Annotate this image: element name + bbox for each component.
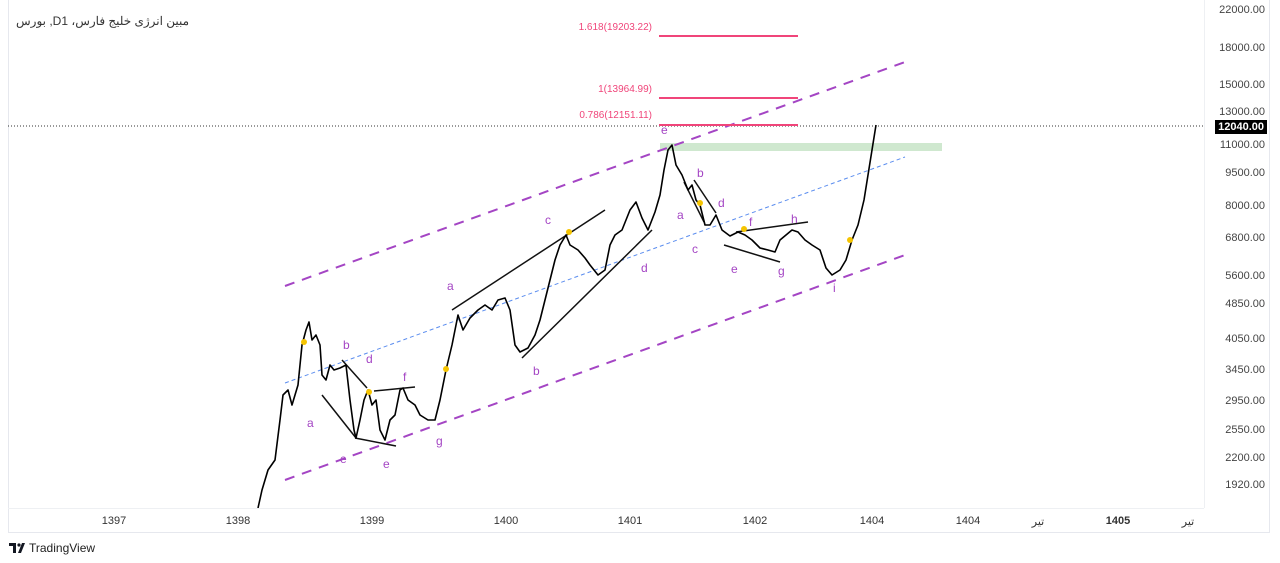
price-tick: 2550.00 — [1225, 424, 1265, 436]
markers — [301, 200, 853, 395]
brand-name: TradingView — [29, 541, 96, 555]
svg-text:e: e — [383, 457, 390, 471]
time-tick: تیر — [1031, 516, 1045, 528]
time-tick: 1404 — [859, 515, 885, 527]
price-tick: 4850.00 — [1225, 298, 1265, 310]
price-tick: 11000.00 — [1219, 139, 1265, 151]
svg-text:b: b — [533, 364, 540, 378]
time-tick: 1405 — [1105, 515, 1131, 527]
svg-text:f: f — [749, 215, 753, 229]
svg-text:h: h — [791, 212, 798, 226]
price-tick: 1920.00 — [1225, 479, 1265, 491]
time-tick: 1398 — [225, 515, 251, 527]
svg-text:e: e — [661, 123, 668, 137]
svg-text:e: e — [340, 452, 347, 466]
price-tick: 15000.00 — [1219, 79, 1265, 91]
tradingview-icon — [9, 543, 25, 553]
svg-text:g: g — [778, 264, 785, 278]
time-tick: تیر — [1181, 516, 1195, 528]
price-tick: 5600.00 — [1225, 270, 1265, 282]
price-tick: 6800.00 — [1225, 232, 1265, 244]
price-tick: 3450.00 — [1225, 364, 1265, 376]
chart-frame[interactable] — [8, 0, 1270, 533]
svg-text:c: c — [692, 242, 698, 256]
svg-text:c: c — [545, 213, 551, 227]
svg-text:b: b — [343, 338, 350, 352]
svg-text:d: d — [641, 261, 648, 275]
time-axis[interactable]: 1397 1398 1399 1400 1401 1402 1404 1404 … — [8, 508, 1204, 533]
svg-text:d: d — [366, 352, 373, 366]
svg-text:e: e — [731, 262, 738, 276]
price-line[interactable] — [257, 124, 877, 508]
price-tick: 4050.00 — [1225, 333, 1265, 345]
svg-text:a: a — [447, 279, 454, 293]
time-tick: 1397 — [101, 515, 127, 527]
svg-text:a: a — [677, 208, 684, 222]
price-tick: 2950.00 — [1225, 395, 1265, 407]
svg-text:d: d — [718, 196, 725, 210]
svg-text:f: f — [403, 370, 407, 384]
wave-labels: a b d e e f g a b c d e a b c d e f g h … — [307, 123, 836, 471]
trendlines[interactable] — [321, 179, 809, 447]
svg-text:b: b — [697, 166, 704, 180]
fib-label: 1.618(19203.22) — [579, 22, 652, 33]
price-tick: 9500.00 — [1225, 167, 1265, 179]
channel-upper[interactable] — [284, 61, 906, 287]
chart-canvas[interactable]: 1.618(19203.22) 1(13964.99) 0.786(12151.… — [0, 0, 1204, 508]
svg-text:i: i — [833, 281, 836, 295]
support-zone[interactable] — [660, 143, 942, 151]
svg-text:a: a — [307, 416, 314, 430]
price-tick: 8000.00 — [1225, 200, 1265, 212]
fib-label: 1(13964.99) — [598, 84, 652, 95]
fib-extension[interactable] — [659, 35, 798, 126]
time-tick: 1400 — [493, 515, 519, 527]
price-axis[interactable]: 22000.00 18000.00 15000.00 13000.00 1100… — [1204, 0, 1271, 508]
time-tick: 1402 — [742, 515, 768, 527]
time-tick: 1404 — [955, 515, 981, 527]
svg-text:g: g — [436, 434, 443, 448]
time-tick: 1399 — [359, 515, 385, 527]
price-tick: 22000.00 — [1219, 4, 1265, 16]
price-tick: 18000.00 — [1219, 42, 1265, 54]
current-price-tag: 12040.00 — [1215, 120, 1267, 134]
time-tick: 1401 — [617, 515, 643, 527]
fib-label: 0.786(12151.11) — [579, 110, 652, 121]
chart-title: بورس ,Dمبین انرژی خلیج فارس، 1 — [16, 14, 190, 28]
channel-lower[interactable] — [284, 254, 906, 481]
price-tick: 13000.00 — [1219, 106, 1265, 118]
price-tick: 2200.00 — [1225, 452, 1265, 464]
tradingview-logo[interactable]: TradingView — [9, 541, 95, 555]
